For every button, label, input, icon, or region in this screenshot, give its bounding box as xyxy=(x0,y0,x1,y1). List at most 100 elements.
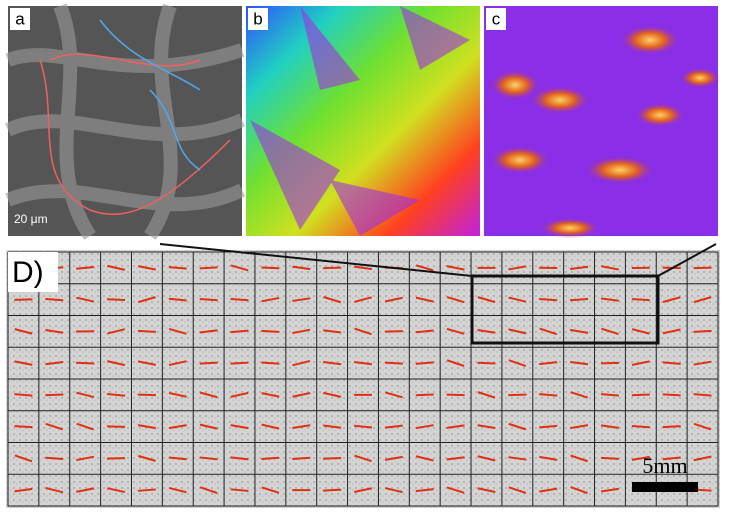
orientation-line xyxy=(693,329,712,333)
orientation-line xyxy=(508,265,527,271)
orientation-line xyxy=(600,265,619,271)
orientation-line xyxy=(14,487,33,493)
orientation-line xyxy=(230,391,249,398)
orientation-line xyxy=(539,298,558,302)
orientation-line xyxy=(107,425,126,428)
orientation-line xyxy=(415,488,434,493)
orientation-line xyxy=(539,455,558,461)
orientation-line xyxy=(107,328,126,335)
orientation-line xyxy=(384,455,403,461)
orientation-line xyxy=(168,456,187,461)
orientation-line xyxy=(570,486,588,495)
orientation-line xyxy=(230,298,249,302)
orientation-line xyxy=(107,264,126,271)
orientation-line xyxy=(199,266,218,270)
orientation-line xyxy=(230,424,249,430)
orientation-line xyxy=(384,296,403,303)
orientation-line xyxy=(600,456,619,460)
orientation-line xyxy=(446,359,465,367)
orientation-line xyxy=(137,488,156,492)
orientation-line xyxy=(137,265,156,271)
orientation-line xyxy=(693,360,712,366)
orientation-line xyxy=(45,393,64,397)
orientation-line xyxy=(199,297,218,302)
orientation-line xyxy=(508,296,527,303)
orientation-line xyxy=(354,327,372,336)
orientation-line xyxy=(446,424,465,429)
panel-a: a 20 μm xyxy=(4,3,246,240)
orientation-line xyxy=(14,360,33,366)
orientation-line xyxy=(693,455,712,462)
orientation-line xyxy=(384,361,403,365)
orientation-line xyxy=(601,327,619,336)
orientation-line xyxy=(323,424,342,429)
orientation-line xyxy=(323,329,342,334)
orientation-line xyxy=(353,265,373,271)
orientation-line xyxy=(384,391,403,399)
orientation-line xyxy=(261,266,280,270)
orientation-line xyxy=(693,296,712,304)
orientation-line xyxy=(14,328,33,335)
orientation-line xyxy=(45,456,64,461)
orientation-line xyxy=(76,296,95,303)
orientation-line xyxy=(261,456,280,461)
orientation-line xyxy=(292,392,311,398)
orientation-line xyxy=(508,359,527,368)
orientation-line xyxy=(168,297,187,302)
orientation-line xyxy=(631,360,650,366)
orientation-line xyxy=(76,361,95,365)
orientation-line xyxy=(477,328,496,334)
orientation-line xyxy=(76,422,95,431)
orientation-line xyxy=(477,487,496,493)
orientation-line xyxy=(45,422,64,431)
orientation-line xyxy=(415,264,434,272)
panel-label: a xyxy=(15,9,25,28)
orientation-line xyxy=(14,425,33,429)
orientation-line xyxy=(570,454,588,463)
orientation-line xyxy=(631,298,650,302)
orientation-line xyxy=(662,456,681,461)
orientation-line xyxy=(323,457,342,460)
orientation-line xyxy=(76,455,95,462)
orientation-line xyxy=(323,361,342,366)
orientation-line xyxy=(230,329,249,334)
orientation-line xyxy=(76,391,95,399)
orientation-line xyxy=(292,265,311,271)
panel-label: b xyxy=(253,9,262,28)
scale-bar-label: 20 μm xyxy=(14,212,48,226)
orientation-line xyxy=(354,296,372,303)
orientation-line xyxy=(261,486,280,494)
orientation-line xyxy=(137,424,156,430)
orientation-line xyxy=(570,265,589,271)
orientation-line xyxy=(446,296,465,304)
orientation-line xyxy=(168,266,187,270)
orientation-line xyxy=(477,361,496,365)
orientation-line xyxy=(631,455,650,461)
orientation-line xyxy=(199,391,218,399)
orientation-line xyxy=(631,393,650,397)
orientation-line xyxy=(137,296,156,304)
orientation-line xyxy=(662,425,681,429)
orientation-line xyxy=(693,422,712,431)
orientation-line xyxy=(323,391,342,398)
orientation-line xyxy=(477,455,496,462)
panel-c: c xyxy=(484,6,720,238)
orientation-line xyxy=(415,455,434,462)
orientation-line xyxy=(508,422,527,431)
orientation-line xyxy=(45,298,64,302)
orientation-line xyxy=(76,265,95,270)
orientation-line xyxy=(230,264,249,272)
orientation-line xyxy=(353,487,373,493)
orientation-line xyxy=(107,298,126,302)
orientation-line xyxy=(14,454,33,463)
orientation-line xyxy=(45,329,64,334)
orientation-line xyxy=(230,456,249,461)
orientation-line xyxy=(631,328,650,335)
orientation-line xyxy=(354,454,372,463)
orientation-line xyxy=(415,393,434,397)
orientation-line xyxy=(168,392,187,398)
orientation-line xyxy=(137,360,156,366)
orientation-line xyxy=(107,487,126,494)
orientation-line xyxy=(570,361,589,366)
